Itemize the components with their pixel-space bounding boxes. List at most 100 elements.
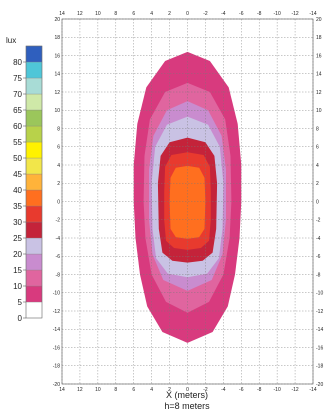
x-tick-label-top: -8 [257, 11, 262, 17]
legend-swatch-0 [25, 301, 43, 319]
y-tick-label-right: 0 [316, 199, 319, 205]
y-tick-label-left: 0 [57, 199, 60, 205]
x-tick-label-top: 6 [132, 11, 135, 17]
y-tick-label-left: 2 [57, 181, 60, 187]
x-tick-label-top: -12 [291, 11, 298, 17]
y-tick-label-right: -16 [316, 345, 323, 351]
x-tick-label-top: 8 [114, 11, 117, 17]
legend-swatch-80 [25, 45, 43, 63]
legend-tick-label: 35 [13, 202, 22, 211]
legend-swatch-30 [25, 205, 43, 223]
y-tick-label-right: 18 [316, 35, 322, 41]
y-tick-label-left: -6 [56, 254, 61, 260]
y-tick-label-right: -18 [316, 364, 323, 370]
x-tick-label-bottom: -4 [221, 387, 226, 393]
legend-tick-label: 65 [13, 106, 22, 115]
legend-tick-label: 10 [13, 282, 22, 291]
y-tick-label-right: 6 [316, 145, 319, 151]
y-tick-label-right: 14 [316, 72, 322, 78]
y-tick-label-left: -16 [53, 345, 60, 351]
legend-tick-label: 70 [13, 90, 22, 99]
legend-unit-label: lux [6, 36, 16, 45]
legend-swatch-65 [25, 93, 43, 111]
y-tick-label-right: 4 [316, 163, 319, 169]
y-tick-label-left: -4 [56, 236, 61, 242]
legend-tick-label: 40 [13, 186, 22, 195]
legend-tick-label: 25 [13, 234, 22, 243]
x-tick-label-top: 10 [95, 11, 101, 17]
x-tick-label-bottom: 8 [114, 387, 117, 393]
y-tick-label-left: -14 [53, 327, 60, 333]
legend-tick-label: 20 [13, 250, 22, 259]
y-tick-label-left: 8 [57, 126, 60, 132]
legend-tick-label: 75 [13, 74, 22, 83]
color-legend: 0 5 10 15 20 25 30 35 40 45 50 55 60 65 70 75 80 [13, 45, 43, 323]
x-tick-label-bottom: 4 [150, 387, 153, 393]
y-tick-label-left: 4 [57, 163, 60, 169]
x-tick-label-bottom: -8 [257, 387, 262, 393]
plot-frame [61, 18, 314, 385]
x-tick-label-bottom: 10 [95, 387, 101, 393]
y-tick-label-left: -8 [56, 272, 61, 278]
legend-tick-label: 30 [13, 218, 22, 227]
x-tick-label-bottom: 14 [59, 387, 65, 393]
y-tick-label-left: 10 [54, 108, 60, 114]
y-tick-label-left: 6 [57, 145, 60, 151]
y-tick-label-left: 12 [54, 90, 60, 96]
x-tick-label-bottom: -2 [203, 387, 208, 393]
y-tick-label-right: 12 [316, 90, 322, 96]
y-tick-label-right: -20 [316, 382, 323, 388]
legend-swatch-75 [25, 61, 43, 79]
legend-swatch-70 [25, 77, 43, 95]
y-tick-label-left: 14 [54, 72, 60, 78]
x-tick-label-top: -4 [221, 11, 226, 17]
y-tick-label-left: -18 [53, 364, 60, 370]
y-tick-label-left: -10 [53, 291, 60, 297]
x-tick-label-top: 2 [168, 11, 171, 17]
y-tick-label-right: -10 [316, 291, 323, 297]
legend-tick-label: 0 [18, 314, 23, 323]
grid-lines [61, 18, 314, 385]
x-tick-label-top: 12 [77, 11, 83, 17]
y-tick-label-right: -2 [316, 218, 321, 224]
y-tick-label-right: -12 [316, 309, 323, 315]
x-tick-label-bottom: 2 [168, 387, 171, 393]
legend-tick-label: 80 [13, 58, 22, 67]
legend-frame [25, 45, 43, 319]
x-tick-label-top: -6 [239, 11, 244, 17]
legend-swatch-50 [25, 141, 43, 159]
y-tick-label-left: -12 [53, 309, 60, 315]
legend-tick-label: 5 [18, 298, 23, 307]
y-tick-label-right: 8 [316, 126, 319, 132]
legend-swatch-5 [25, 285, 43, 303]
x-tick-label-top: 4 [150, 11, 153, 17]
x-tick-label-top: -14 [309, 11, 316, 17]
legend-tick-label: 45 [13, 170, 22, 179]
legend-swatch-45 [25, 157, 43, 175]
y-tick-label-left: 16 [54, 53, 60, 59]
y-tick-label-right: -6 [316, 254, 321, 260]
legend-swatch-35 [25, 189, 43, 207]
legend-tick-label: 55 [13, 138, 22, 147]
y-tick-label-right: -14 [316, 327, 323, 333]
x-axis-title: X (meters) [166, 390, 208, 400]
legend-tick-label: 60 [13, 122, 22, 131]
y-tick-label-right: -4 [316, 236, 321, 242]
y-tick-label-right: 20 [316, 17, 322, 23]
y-tick-label-left: -2 [56, 218, 61, 224]
legend-swatch-60 [25, 109, 43, 127]
legend-tick-label: 15 [13, 266, 22, 275]
x-tick-label-bottom: 0 [186, 387, 189, 393]
legend-swatch-20 [25, 237, 43, 255]
x-tick-label-bottom: 12 [77, 387, 83, 393]
x-tick-label-bottom: 6 [132, 387, 135, 393]
y-tick-label-right: 10 [316, 108, 322, 114]
x-tick-label-bottom: -14 [309, 387, 316, 393]
legend-swatch-15 [25, 253, 43, 271]
y-tick-label-left: 20 [54, 17, 60, 23]
x-tick-label-top: 0 [186, 11, 189, 17]
x-tick-label-bottom: -10 [274, 387, 281, 393]
y-tick-label-left: 18 [54, 35, 60, 41]
legend-swatch-25 [25, 221, 43, 239]
